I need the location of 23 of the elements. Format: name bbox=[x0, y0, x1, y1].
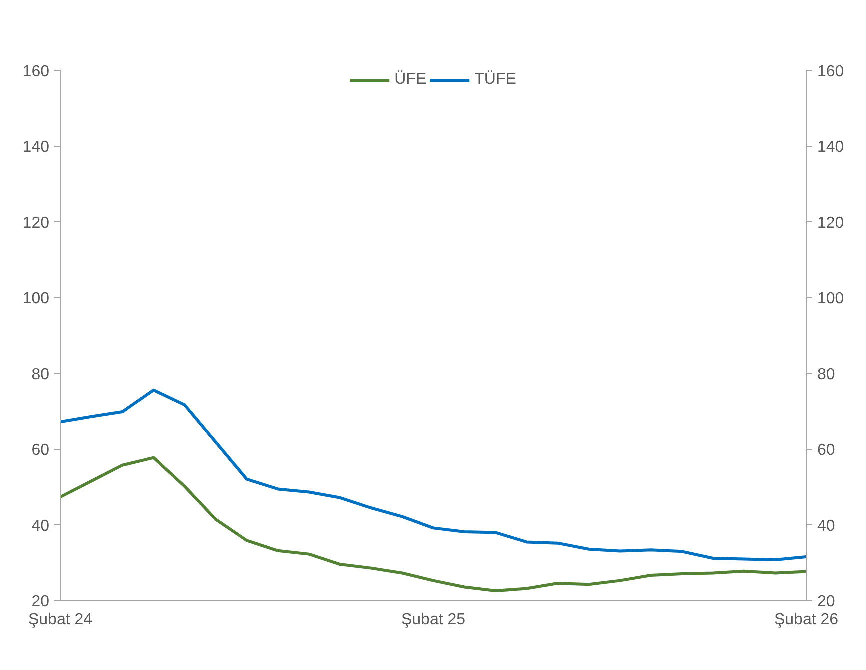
y2-tick-label: 60 bbox=[818, 442, 836, 460]
y2-tick-label: 120 bbox=[818, 214, 844, 232]
y-tick-label: 60 bbox=[32, 442, 50, 460]
legend-label: TÜFE bbox=[474, 71, 516, 89]
y2-tick-label: 160 bbox=[818, 64, 844, 80]
y-tick-label: 80 bbox=[32, 366, 50, 384]
x-tick-label: Şubat 26 bbox=[774, 612, 839, 628]
y2-tick-label: 40 bbox=[818, 518, 836, 535]
y-tick-label: 140 bbox=[22, 139, 50, 156]
line-series bbox=[60, 388, 806, 562]
y2-tick-label: 20 bbox=[818, 594, 836, 610]
y2-tick-label: 80 bbox=[818, 366, 836, 384]
x-tick-label: Şubat 25 bbox=[401, 612, 466, 628]
y-tick-label: 160 bbox=[22, 64, 50, 80]
x-tick-label: Şubat 24 bbox=[28, 612, 93, 628]
y-tick-label: 120 bbox=[22, 214, 50, 232]
y2-tick-label: 100 bbox=[818, 290, 844, 308]
legend-label: ÜFE bbox=[394, 71, 427, 89]
y-tick-label: 100 bbox=[22, 290, 50, 308]
line-series bbox=[60, 456, 806, 593]
y2-tick-label: 140 bbox=[818, 139, 844, 156]
y-tick-label: 20 bbox=[32, 594, 50, 610]
y-tick-label: 40 bbox=[32, 518, 50, 535]
